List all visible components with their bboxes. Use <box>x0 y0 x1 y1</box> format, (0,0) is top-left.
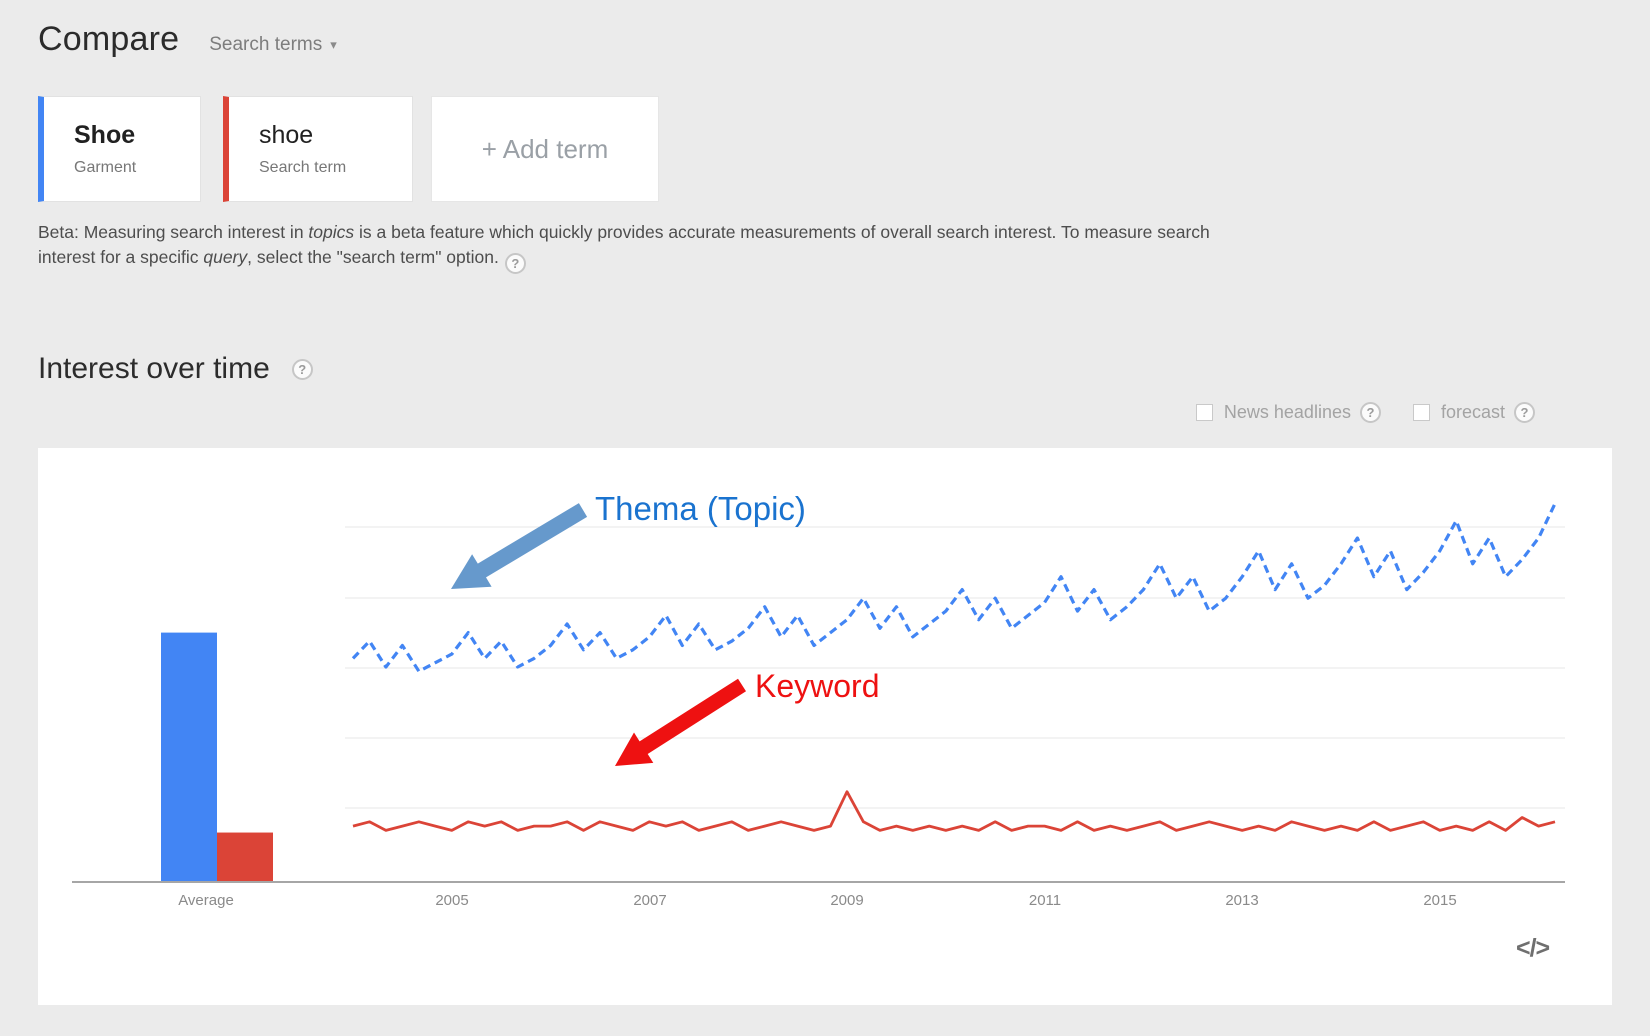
forecast-checkbox[interactable] <box>1412 404 1430 421</box>
interest-help-icon[interactable]: ? <box>291 358 313 380</box>
chevron-down-icon: ▾ <box>330 37 337 52</box>
term-title: Shoe <box>74 121 136 149</box>
forecast-control: forecast ? <box>1412 402 1535 423</box>
embed-code-icon[interactable]: </> <box>1516 934 1550 962</box>
add-term-label: + Add term <box>481 133 609 164</box>
keyword-annotation-label: Keyword <box>755 668 880 704</box>
beta-text: Beta: Measuring search interest in <box>38 222 309 242</box>
news-headlines-label[interactable]: News headlines <box>1223 402 1351 422</box>
term-subtitle: Search term <box>259 159 347 176</box>
year-axis-label: 2005 <box>435 892 468 909</box>
interest-over-time-header: Interest over time ? <box>38 352 313 386</box>
forecast-label[interactable]: forecast <box>1440 402 1505 422</box>
page-header: Compare Search terms ▾ <box>38 20 337 59</box>
term-subtitle: Garment <box>74 159 137 176</box>
add-term-button[interactable]: + Add term <box>431 96 659 202</box>
interest-chart: Average 2005 2007 2009 2011 2013 2015 <box>72 502 1565 909</box>
forecast-help-icon[interactable]: ? <box>1514 402 1535 423</box>
average-axis-label: Average <box>178 892 234 909</box>
year-axis-label: 2013 <box>1225 892 1258 909</box>
beta-help-icon[interactable]: ? <box>504 253 526 274</box>
search-type-dropdown[interactable]: Search terms ▾ <box>209 34 337 56</box>
beta-italic-topics: topics <box>308 222 355 242</box>
term-cards: Shoe Garment shoe Search term + Add term <box>38 96 659 202</box>
keyword-arrow <box>615 678 746 766</box>
average-bar-search-term <box>217 832 273 882</box>
news-headlines-control: News headlines ? <box>1195 402 1381 423</box>
section-title: Interest over time <box>38 352 270 385</box>
year-axis-label: 2011 <box>1029 892 1061 909</box>
beta-text: , select the "search term" option. <box>247 247 499 267</box>
page-title: Compare <box>38 20 180 58</box>
beta-text: is a beta feature which quickly provides… <box>38 222 1210 267</box>
beta-note: Beta: Measuring search interest in topic… <box>38 220 1223 274</box>
term-title: shoe <box>259 121 314 149</box>
news-headlines-help-icon[interactable]: ? <box>1359 402 1381 423</box>
year-axis-label: 2015 <box>1423 892 1456 909</box>
year-axis-label: 2009 <box>830 892 863 909</box>
term-card-shoe-query[interactable]: shoe Search term <box>223 96 413 202</box>
chart-controls: News headlines ? forecast ? <box>1140 402 1535 423</box>
news-headlines-checkbox[interactable] <box>1195 404 1213 421</box>
average-bar-topic <box>161 632 217 882</box>
beta-italic-query: query <box>203 247 248 267</box>
topic-annotation-label: Thema (Topic) <box>595 490 806 527</box>
year-axis-label: 2007 <box>633 892 666 909</box>
term-card-shoe-topic[interactable]: Shoe Garment <box>38 96 201 202</box>
search-type-label: Search terms <box>209 34 323 55</box>
topic-line <box>351 502 1557 673</box>
search-term-line <box>352 790 1556 832</box>
interest-over-time-panel: Average 2005 2007 2009 2011 2013 2015 Thema (T… <box>38 448 1612 1005</box>
topic-arrow <box>451 503 588 589</box>
